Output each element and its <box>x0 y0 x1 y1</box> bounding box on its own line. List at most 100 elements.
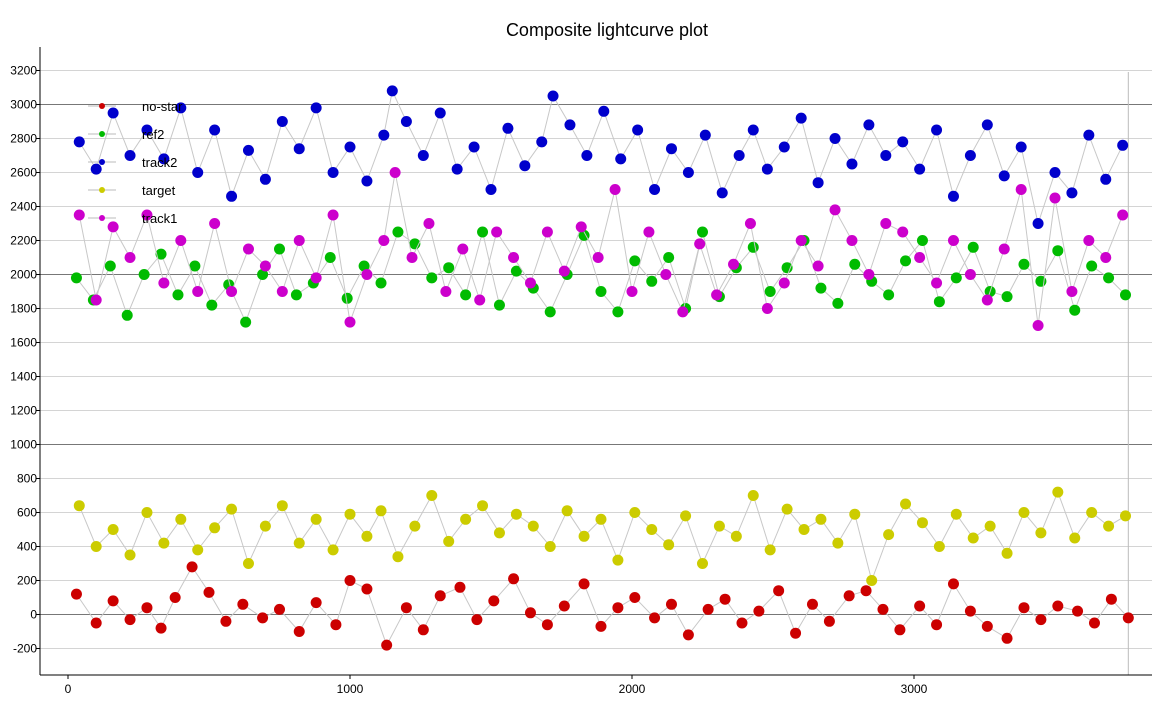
data-point <box>187 561 198 572</box>
x-tick-label: 2000 <box>619 682 646 696</box>
data-point <box>1072 606 1083 617</box>
data-point <box>423 218 434 229</box>
data-point <box>683 629 694 640</box>
data-point <box>491 227 502 238</box>
data-point <box>1086 507 1097 518</box>
y-tick-label: 0 <box>30 608 37 622</box>
data-point <box>931 125 942 136</box>
data-point <box>1066 187 1077 198</box>
y-tick-label: 1200 <box>10 404 37 418</box>
y-tick-label: 1600 <box>10 336 37 350</box>
legend-marker <box>99 187 105 193</box>
data-point <box>108 595 119 606</box>
data-point <box>125 252 136 263</box>
data-point <box>407 252 418 263</box>
data-point <box>880 150 891 161</box>
data-point <box>1066 286 1077 297</box>
data-point <box>392 551 403 562</box>
y-tick-label: 400 <box>17 540 37 554</box>
data-point <box>390 167 401 178</box>
data-point <box>243 558 254 569</box>
data-point <box>965 269 976 280</box>
data-point <box>260 521 271 532</box>
data-point <box>796 235 807 246</box>
data-point <box>328 210 339 221</box>
data-point <box>291 289 302 300</box>
data-point <box>934 541 945 552</box>
y-tick-label: 3200 <box>10 64 37 78</box>
data-point <box>122 310 133 321</box>
data-point <box>1018 507 1029 518</box>
data-point <box>1103 272 1114 283</box>
data-point <box>779 142 790 153</box>
data-point <box>728 259 739 270</box>
data-point <box>158 278 169 289</box>
data-point <box>796 113 807 124</box>
data-point <box>612 555 623 566</box>
data-point <box>1120 510 1131 521</box>
data-point <box>1083 130 1094 141</box>
data-point <box>830 133 841 144</box>
data-point <box>863 269 874 280</box>
data-point <box>830 204 841 215</box>
data-point <box>643 227 654 238</box>
data-point <box>697 558 708 569</box>
data-point <box>488 595 499 606</box>
data-point <box>91 618 102 629</box>
data-point <box>897 227 908 238</box>
data-point <box>330 619 341 630</box>
data-point <box>192 286 203 297</box>
data-point <box>1089 618 1100 629</box>
legend-marker <box>99 103 105 109</box>
data-point <box>243 145 254 156</box>
data-point <box>559 266 570 277</box>
data-point <box>711 289 722 300</box>
data-point <box>274 244 285 255</box>
data-point <box>985 521 996 532</box>
data-point <box>311 514 322 525</box>
data-point <box>345 317 356 328</box>
data-point <box>486 184 497 195</box>
data-point <box>762 164 773 175</box>
data-point <box>1086 261 1097 272</box>
data-point <box>748 125 759 136</box>
data-point <box>378 130 389 141</box>
data-point <box>773 585 784 596</box>
data-point <box>274 604 285 615</box>
data-point <box>172 289 183 300</box>
data-point <box>71 589 82 600</box>
data-point <box>277 500 288 511</box>
data-point <box>91 295 102 306</box>
data-point <box>209 125 220 136</box>
data-point <box>748 242 759 253</box>
data-point <box>914 601 925 612</box>
data-point <box>914 164 925 175</box>
data-point <box>277 116 288 127</box>
data-point <box>900 255 911 266</box>
data-point <box>646 524 657 535</box>
data-point <box>1018 602 1029 613</box>
data-point <box>948 578 959 589</box>
data-point <box>748 490 759 501</box>
legend-item-no-star: no-star <box>88 99 183 114</box>
legend-label: target <box>142 183 176 198</box>
data-point <box>593 252 604 263</box>
data-point <box>328 544 339 555</box>
data-point <box>917 517 928 528</box>
legend-label: ref2 <box>142 127 164 142</box>
data-point <box>598 106 609 117</box>
data-point <box>1120 289 1131 300</box>
data-point <box>328 167 339 178</box>
data-point <box>968 242 979 253</box>
data-point <box>1117 210 1128 221</box>
data-point <box>694 238 705 249</box>
data-point <box>1052 601 1063 612</box>
data-point <box>226 286 237 297</box>
data-point <box>1100 252 1111 263</box>
series-no-star <box>71 561 1134 650</box>
data-point <box>311 102 322 113</box>
data-point <box>629 592 640 603</box>
data-point <box>900 499 911 510</box>
data-point <box>294 143 305 154</box>
